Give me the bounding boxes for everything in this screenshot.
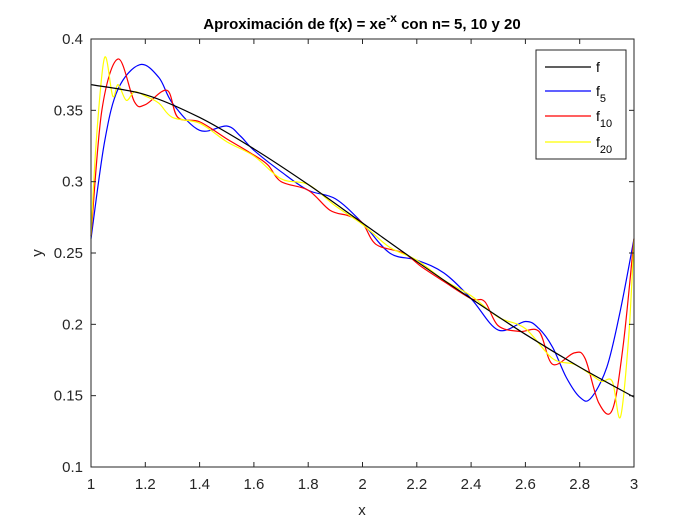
ticks-layer: 1 1.2 1.4 1.6 1.8 2 2.2 2.4 2.6 2.8 3 0.1 0.15 0.2 0.2…	[54, 31, 638, 493]
legend-label-f5: f5	[596, 83, 606, 105]
x-axis-label: x	[358, 502, 366, 519]
legend-label-f: f	[596, 59, 600, 75]
y-tick-label: 0.35	[54, 102, 83, 119]
y-tick-label: 0.2	[62, 316, 83, 333]
legend-label-f20: f20	[596, 134, 612, 156]
y-tick-label: 0.15	[54, 388, 83, 405]
x-tick-label: 1.2	[135, 476, 156, 493]
y-tick-label: 0.1	[62, 459, 83, 476]
chart-title: Aproximación de f(x) = xe-x con n= 5, 10…	[203, 11, 520, 33]
legend-label-f10: f10	[596, 108, 612, 130]
legend-box	[535, 49, 627, 160]
series-line-f5	[90, 63, 635, 402]
x-tick-label: 3	[630, 476, 638, 493]
y-tick-label: 0.4	[62, 31, 83, 48]
series-line-f	[90, 84, 635, 398]
legend: f f5 f10 f20	[535, 49, 627, 160]
x-tick-label: 2.2	[406, 476, 427, 493]
series-line-f20	[90, 56, 635, 419]
x-tick-label: 1.8	[298, 476, 319, 493]
x-tick-label: 2.8	[569, 476, 590, 493]
series-layer	[90, 56, 635, 419]
y-axis-label: y	[29, 249, 46, 257]
x-tick-label: 1	[87, 476, 95, 493]
y-tick-label: 0.3	[62, 174, 83, 191]
x-tick-label: 1.4	[189, 476, 210, 493]
x-tick-label: 2	[358, 476, 366, 493]
x-tick-label: 2.6	[515, 476, 536, 493]
x-tick-label: 2.4	[461, 476, 482, 493]
x-tick-label: 1.6	[243, 476, 264, 493]
y-tick-label: 0.25	[54, 245, 83, 262]
series-line-f10	[90, 58, 635, 415]
